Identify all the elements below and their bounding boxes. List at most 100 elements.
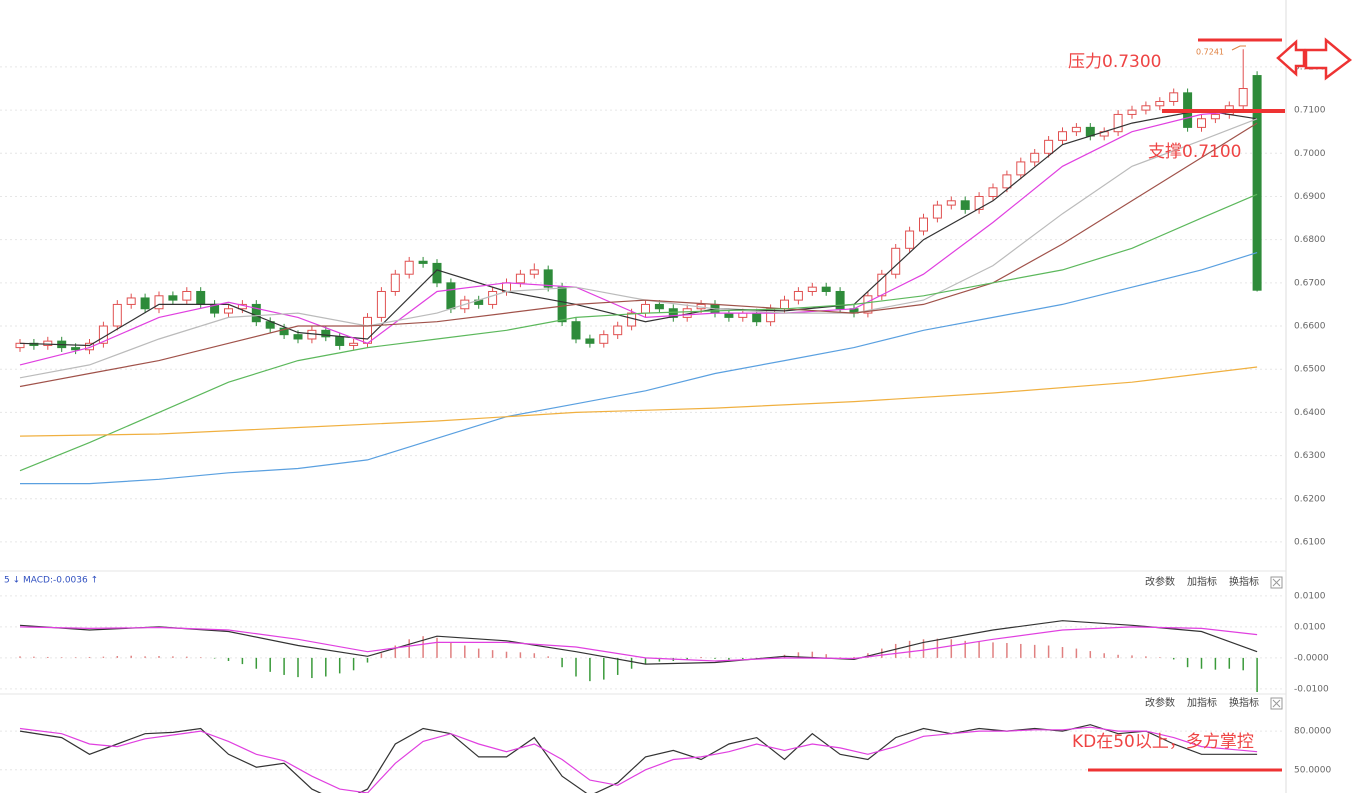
candle-body [919, 217, 928, 232]
histogram-bar [186, 656, 188, 658]
histogram-bar [797, 652, 800, 658]
candle-body [1238, 88, 1248, 107]
histogram-bar [366, 657, 369, 663]
histogram-bar [1047, 645, 1050, 658]
candle-body [1197, 118, 1206, 128]
indicator-line [19, 109, 1258, 347]
histogram-bar [477, 648, 480, 658]
histogram-bar [47, 656, 49, 658]
histogram-bar [102, 656, 105, 658]
candle-body [515, 273, 525, 284]
histogram-bar [728, 657, 730, 660]
histogram-bar [561, 657, 563, 668]
candle-body [793, 290, 803, 301]
histogram-bar [1006, 643, 1008, 658]
candle-body [585, 338, 595, 344]
histogram-bar [853, 656, 855, 658]
candle-body [1252, 75, 1262, 291]
candle-body [891, 247, 901, 275]
histogram-bar [825, 654, 827, 658]
candle-body [835, 290, 845, 310]
histogram-bar [603, 657, 605, 680]
marks: 0.72000.71000.70000.69000.68000.67000.66… [0, 49, 1331, 793]
candle-body [154, 295, 164, 310]
candle-body [752, 312, 762, 323]
candle-body [571, 321, 581, 340]
indicator-line [19, 726, 1258, 793]
candle-body [1044, 139, 1054, 154]
candle-body [140, 297, 150, 310]
kd-label: KD在50以上，多方掌控 [1072, 732, 1254, 752]
histogram-bar [394, 645, 397, 658]
candle-body [780, 299, 789, 310]
indicator-label: 5 ↓ MACD:-0.0036 ↑ [4, 576, 98, 586]
histogram-bar [255, 657, 258, 669]
histogram-bar [742, 657, 744, 660]
button[interactable]: 改参数 [1145, 575, 1175, 588]
histogram-bar [1075, 648, 1078, 658]
histogram-bar [338, 657, 341, 674]
candle-body [960, 200, 970, 210]
histogram-bar [297, 657, 299, 678]
candle-body [877, 273, 887, 297]
y-tick-label: 0.6200 [1294, 494, 1326, 504]
candle-body [905, 230, 915, 249]
indicator-line [19, 109, 1258, 366]
close-button[interactable] [1270, 697, 1283, 710]
y-tick-label: 0.0100 [1294, 591, 1326, 601]
candle-body [529, 269, 539, 275]
histogram-bar [1159, 657, 1161, 658]
button[interactable]: 改参数 [1145, 696, 1175, 709]
histogram-bar [908, 640, 911, 658]
y-tick-label: -0.0000 [1294, 653, 1329, 663]
candle-body [251, 303, 261, 323]
y-tick-label: 0.6800 [1294, 235, 1326, 245]
high-pointer [1231, 45, 1246, 51]
histogram-bar [283, 657, 285, 675]
button[interactable]: 换指标 [1229, 696, 1259, 709]
button[interactable]: 换指标 [1229, 575, 1259, 588]
y-tick-label: 0.6500 [1294, 365, 1326, 375]
histogram-bar [658, 657, 661, 662]
candle-body [321, 329, 331, 338]
button[interactable]: 加指标 [1187, 575, 1217, 588]
candle-body [85, 342, 94, 351]
candle-body [932, 204, 942, 219]
histogram-bar [1103, 653, 1105, 658]
arrow [1276, 39, 1306, 77]
histogram-bar [1089, 651, 1092, 658]
y-tick-label: 0.6400 [1294, 408, 1326, 418]
histogram-bar [19, 656, 21, 658]
candle-body [988, 187, 998, 197]
candle-body [390, 273, 400, 292]
histogram-bar [269, 657, 271, 672]
candle-body [404, 260, 414, 275]
histogram-bar [714, 657, 716, 659]
y-tick-label: 0.6100 [1294, 537, 1326, 547]
histogram-bar [380, 653, 383, 658]
histogram-bar [464, 645, 466, 658]
histogram-bar [1117, 654, 1119, 658]
histogram-bar [1228, 657, 1231, 669]
histogram-bar [978, 641, 980, 658]
histogram-bar [158, 656, 160, 658]
support-label: 支撑0.7100 [1148, 142, 1241, 162]
indicator-line [19, 366, 1258, 437]
histogram-bar [950, 639, 953, 658]
indicator-line [19, 620, 1258, 665]
candle-body [974, 195, 984, 210]
histogram-bar [1145, 656, 1147, 658]
histogram-bar [505, 651, 508, 658]
histogram-bar [1242, 657, 1244, 671]
histogram-bar [964, 640, 966, 658]
indicator-line [19, 193, 1258, 472]
candle-body [641, 303, 650, 314]
y-tick-label: 0.6700 [1294, 278, 1326, 288]
candle-body [654, 303, 664, 310]
histogram-bar [1214, 657, 1217, 670]
histogram-bar [575, 657, 577, 677]
close-button[interactable] [1270, 576, 1283, 589]
histogram-bar [811, 651, 814, 658]
histogram-bar [700, 656, 702, 658]
button[interactable]: 加指标 [1187, 696, 1217, 709]
